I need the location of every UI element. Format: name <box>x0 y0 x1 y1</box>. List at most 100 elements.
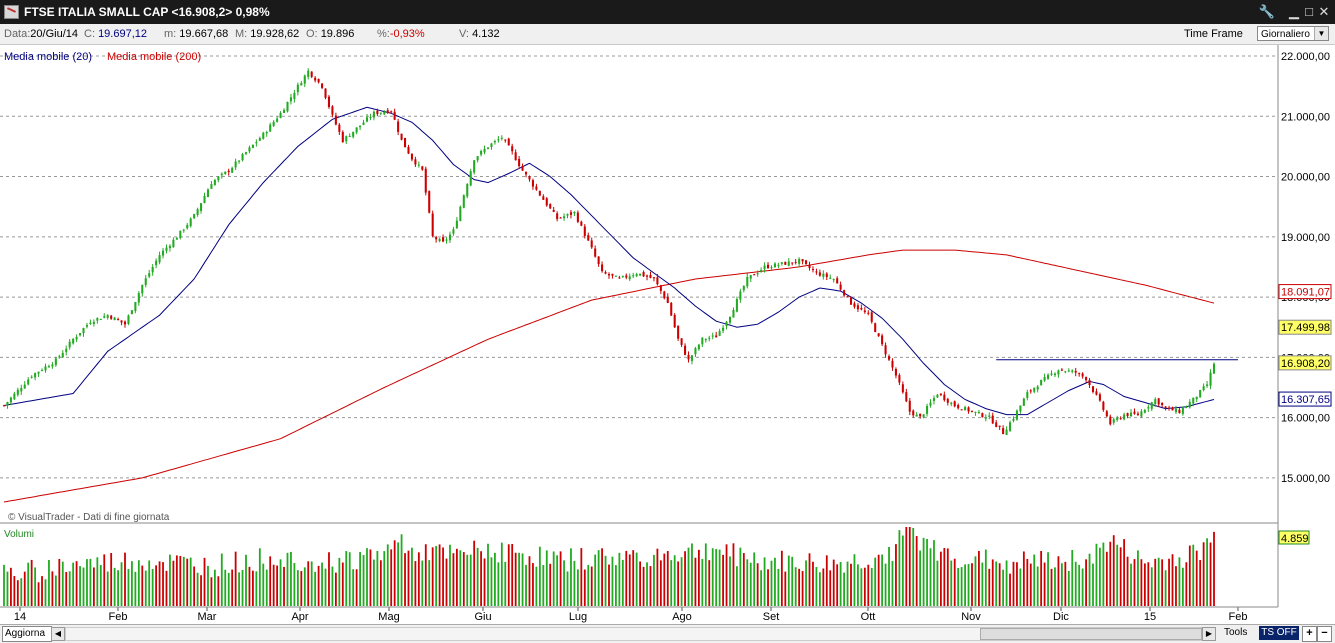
candle-body[interactable] <box>155 260 158 266</box>
candle-body[interactable] <box>791 262 794 264</box>
candle-body[interactable] <box>981 413 984 418</box>
candle-body[interactable] <box>632 275 635 277</box>
candle-body[interactable] <box>760 269 763 272</box>
candle-body[interactable] <box>829 277 832 279</box>
candle-body[interactable] <box>179 230 182 239</box>
candle-body[interactable] <box>1185 406 1188 409</box>
candle-body[interactable] <box>832 279 835 281</box>
candle-body[interactable] <box>704 339 707 341</box>
candle-body[interactable] <box>580 221 583 226</box>
candle-body[interactable] <box>144 278 147 285</box>
candle-body[interactable] <box>265 132 268 134</box>
candle-body[interactable] <box>583 226 586 236</box>
candle-body[interactable] <box>811 269 815 271</box>
candle-body[interactable] <box>1036 386 1039 390</box>
candle-body[interactable] <box>964 407 967 410</box>
candle-body[interactable] <box>79 333 82 336</box>
candle-body[interactable] <box>58 356 61 358</box>
candle-body[interactable] <box>818 272 821 276</box>
candle-body[interactable] <box>635 274 638 277</box>
candle-body[interactable] <box>597 256 600 265</box>
candle-body[interactable] <box>939 393 942 396</box>
candle-body[interactable] <box>566 213 569 216</box>
candle-body[interactable] <box>898 375 901 383</box>
candle-body[interactable] <box>469 171 472 186</box>
candle-body[interactable] <box>1067 370 1070 372</box>
candle-body[interactable] <box>950 402 953 405</box>
candle-body[interactable] <box>296 84 299 93</box>
zoom-in-button[interactable]: + <box>1302 626 1317 642</box>
candle-body[interactable] <box>563 216 566 219</box>
candle-body[interactable] <box>130 310 133 315</box>
candle-body[interactable] <box>1209 372 1212 386</box>
candle-body[interactable] <box>794 261 797 263</box>
minimize-icon[interactable]: ▁ <box>1289 4 1299 19</box>
candle-body[interactable] <box>462 195 465 208</box>
candle-body[interactable] <box>1188 401 1191 408</box>
candle-body[interactable] <box>289 97 292 102</box>
candle-body[interactable] <box>1140 411 1143 417</box>
candle-body[interactable] <box>286 101 289 112</box>
candle-body[interactable] <box>238 160 241 162</box>
candle-body[interactable] <box>435 236 438 240</box>
candle-body[interactable] <box>338 124 341 132</box>
candle-body[interactable] <box>310 71 313 77</box>
candle-body[interactable] <box>355 127 358 133</box>
candle-body[interactable] <box>628 276 631 280</box>
candle-body[interactable] <box>504 139 507 141</box>
candle-body[interactable] <box>908 400 911 412</box>
candle-body[interactable] <box>853 303 856 307</box>
candle-body[interactable] <box>874 323 877 333</box>
candle-body[interactable] <box>459 206 462 221</box>
candle-body[interactable] <box>497 139 500 141</box>
candle-body[interactable] <box>960 409 963 411</box>
candle-body[interactable] <box>1105 411 1108 417</box>
candle-body[interactable] <box>13 393 16 400</box>
candle-body[interactable] <box>611 273 614 276</box>
aggiorna-button[interactable]: Aggiorna <box>2 626 52 642</box>
candle-body[interactable] <box>51 364 54 367</box>
candle-body[interactable] <box>1033 387 1036 392</box>
candle-body[interactable] <box>314 77 317 81</box>
candle-body[interactable] <box>1002 428 1005 435</box>
candle-body[interactable] <box>1143 410 1146 413</box>
candle-body[interactable] <box>383 111 386 115</box>
candle-body[interactable] <box>1154 399 1157 405</box>
candle-body[interactable] <box>777 264 780 266</box>
candle-body[interactable] <box>1168 407 1171 409</box>
candle-body[interactable] <box>1150 402 1153 409</box>
candle-body[interactable] <box>403 137 407 148</box>
candle-body[interactable] <box>117 319 120 321</box>
candle-body[interactable] <box>1091 386 1095 393</box>
candle-body[interactable] <box>27 379 30 385</box>
candle-body[interactable] <box>936 394 939 398</box>
candle-body[interactable] <box>172 239 175 248</box>
candle-body[interactable] <box>766 264 770 269</box>
candle-body[interactable] <box>483 148 486 153</box>
candle-body[interactable] <box>891 360 894 368</box>
candle-body[interactable] <box>431 213 434 237</box>
candle-body[interactable] <box>1015 410 1018 420</box>
candle-body[interactable] <box>701 337 704 345</box>
candle-body[interactable] <box>182 229 185 231</box>
candle-body[interactable] <box>203 196 206 203</box>
candle-body[interactable] <box>75 336 78 340</box>
candle-body[interactable] <box>825 273 828 277</box>
candle-body[interactable] <box>673 314 676 328</box>
candle-body[interactable] <box>424 168 427 193</box>
candle-body[interactable] <box>16 389 19 395</box>
candle-body[interactable] <box>881 335 884 345</box>
candle-body[interactable] <box>141 284 144 294</box>
candle-body[interactable] <box>1112 419 1115 423</box>
wrench-icon[interactable]: 🔧 <box>1258 4 1276 19</box>
candle-body[interactable] <box>732 309 735 318</box>
candle-body[interactable] <box>739 291 742 300</box>
candle-body[interactable] <box>1123 414 1126 420</box>
candle-body[interactable] <box>725 321 728 327</box>
candle-body[interactable] <box>863 310 866 313</box>
candle-body[interactable] <box>44 366 47 371</box>
candle-body[interactable] <box>742 286 745 291</box>
candle-body[interactable] <box>722 327 725 331</box>
maximize-icon[interactable]: □ <box>1305 4 1313 19</box>
candle-body[interactable] <box>189 218 192 227</box>
